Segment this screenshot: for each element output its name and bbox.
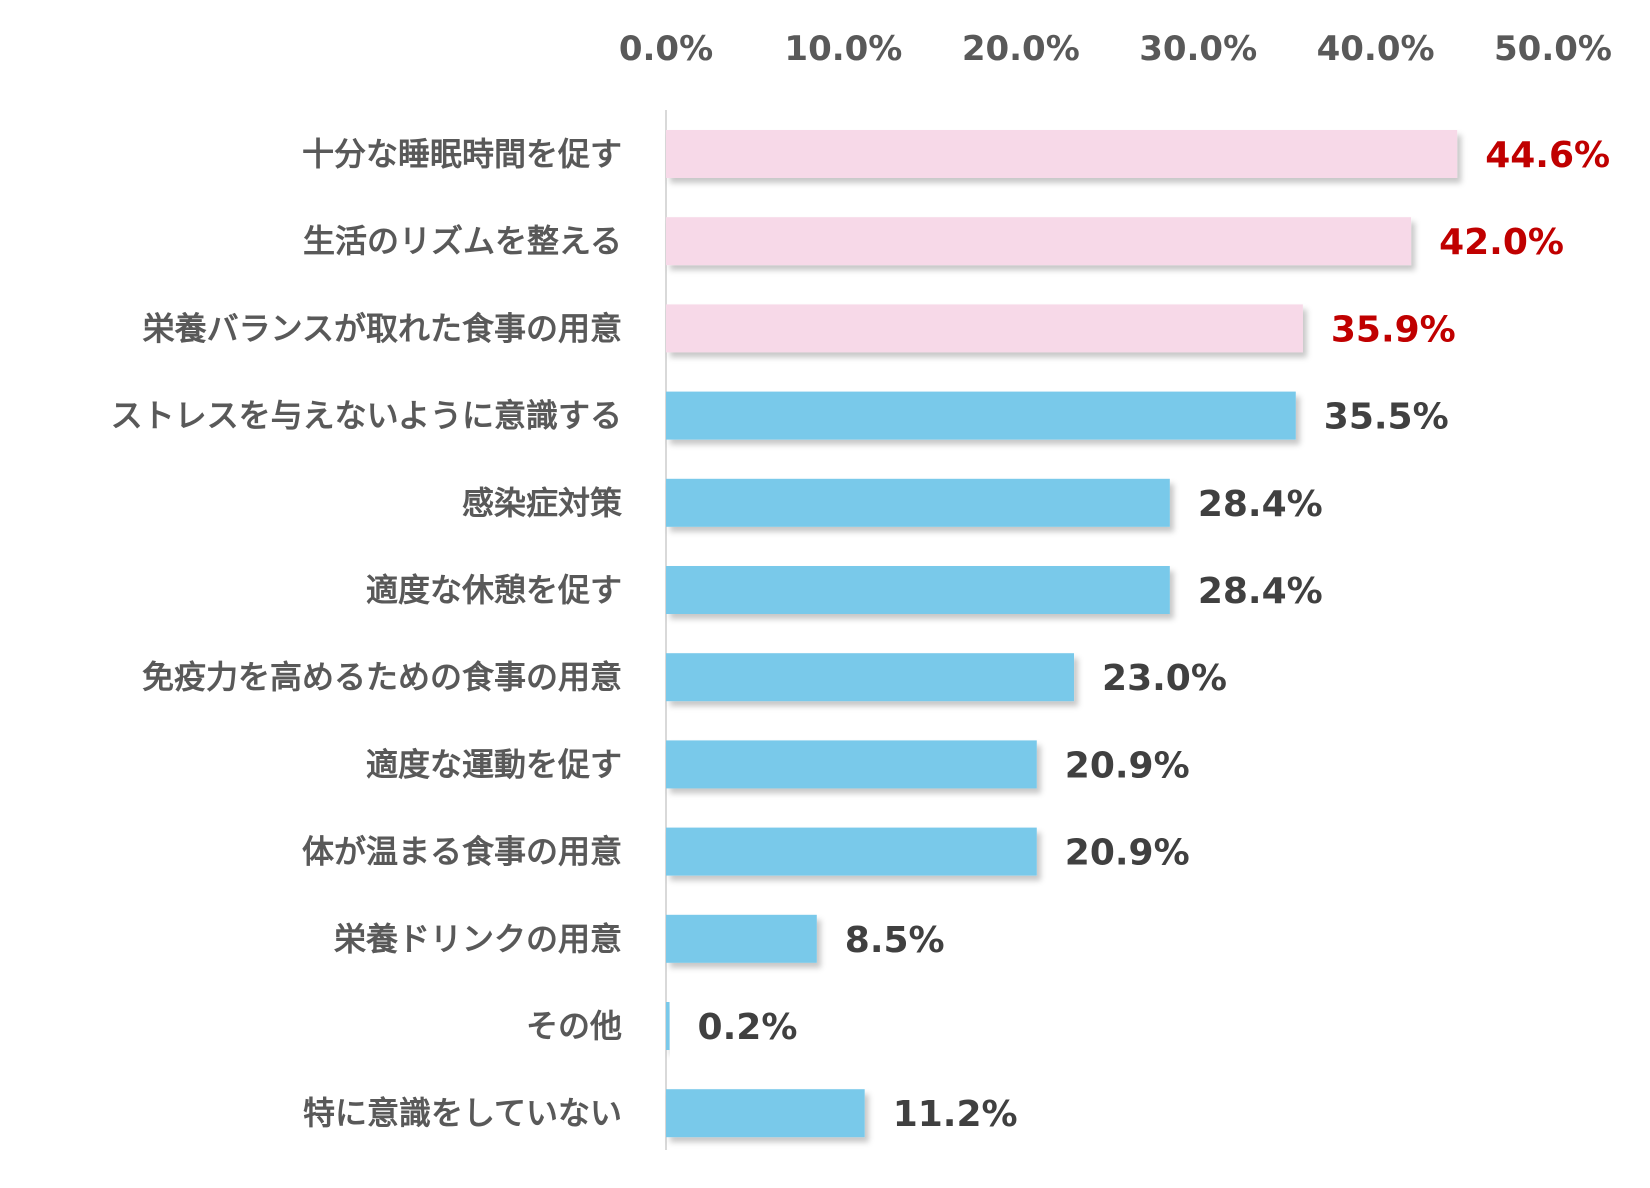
bar-row: 特に意識をしていない 11.2% — [303, 1089, 1018, 1138]
x-tick-label: 50.0% — [1494, 29, 1612, 69]
category-label: 栄養ドリンクの用意 — [334, 920, 622, 958]
x-tick-label: 40.0% — [1317, 29, 1435, 69]
bar-row: 栄養バランスが取れた食事の用意 35.9% — [143, 304, 1456, 353]
value-label: 11.2% — [893, 1094, 1018, 1135]
bar — [666, 478, 1170, 527]
value-label: 42.0% — [1439, 222, 1564, 263]
category-label: 適度な運動を促す — [366, 745, 622, 783]
value-label: 44.6% — [1485, 135, 1610, 176]
value-label: 35.5% — [1324, 397, 1449, 438]
bar-row: 適度な休憩を促す 28.4% — [366, 566, 1323, 614]
value-label: 20.9% — [1065, 745, 1190, 786]
bar — [666, 1002, 670, 1050]
value-label: 28.4% — [1198, 571, 1323, 612]
bar-row: 十分な睡眠時間を促す 44.6% — [302, 130, 1610, 178]
category-label: ストレスを与えないように意識する — [111, 397, 622, 435]
x-axis-ticks: 0.0% 10.0% 20.0% 30.0% 40.0% 50.0% — [619, 29, 1612, 69]
bar — [666, 1089, 865, 1138]
bar — [666, 827, 1037, 876]
bar-row: 栄養ドリンクの用意 8.5% — [334, 914, 945, 963]
bar-row: 体が温まる食事の用意 20.9% — [302, 827, 1190, 876]
category-label: その他 — [526, 1007, 622, 1045]
category-label: 生活のリズムを整える — [303, 222, 622, 260]
value-label: 0.2% — [698, 1007, 798, 1048]
category-label: 免疫力を高めるための食事の用意 — [142, 658, 622, 696]
value-label: 8.5% — [845, 920, 945, 961]
bar — [666, 653, 1075, 702]
bar — [666, 566, 1170, 614]
bar — [666, 914, 817, 963]
x-tick-label: 30.0% — [1139, 29, 1257, 69]
bar — [666, 391, 1296, 440]
bar-row: 生活のリズムを整える 42.0% — [303, 217, 1564, 266]
x-tick-label: 20.0% — [962, 29, 1080, 69]
value-label: 35.9% — [1331, 309, 1456, 350]
value-label: 20.9% — [1065, 833, 1190, 874]
bar-row: ストレスを与えないように意識する 35.5% — [111, 391, 1449, 440]
category-label: 感染症対策 — [462, 484, 622, 522]
x-tick-label: 10.0% — [784, 29, 902, 69]
value-label: 28.4% — [1198, 484, 1323, 525]
bar-row: その他 0.2% — [526, 1002, 797, 1050]
bar-row: 感染症対策 28.4% — [462, 478, 1323, 527]
category-label: 適度な休憩を促す — [366, 571, 622, 609]
bar-row: 適度な運動を促す 20.9% — [366, 740, 1190, 789]
bar — [666, 740, 1037, 789]
category-label: 特に意識をしていない — [303, 1094, 622, 1132]
x-tick-label: 0.0% — [619, 29, 713, 69]
bar-row: 免疫力を高めるための食事の用意 23.0% — [142, 653, 1227, 702]
category-label: 十分な睡眠時間を促す — [302, 135, 622, 173]
bar — [666, 217, 1412, 266]
category-label: 体が温まる食事の用意 — [302, 833, 622, 871]
bars-group: 十分な睡眠時間を促す 44.6% 生活のリズムを整える 42.0% 栄養バランスが取れた… — [111, 130, 1610, 1138]
category-label: 栄養バランスが取れた食事の用意 — [143, 309, 622, 347]
value-label: 23.0% — [1102, 658, 1227, 699]
bar — [666, 130, 1458, 178]
bar — [666, 304, 1303, 353]
